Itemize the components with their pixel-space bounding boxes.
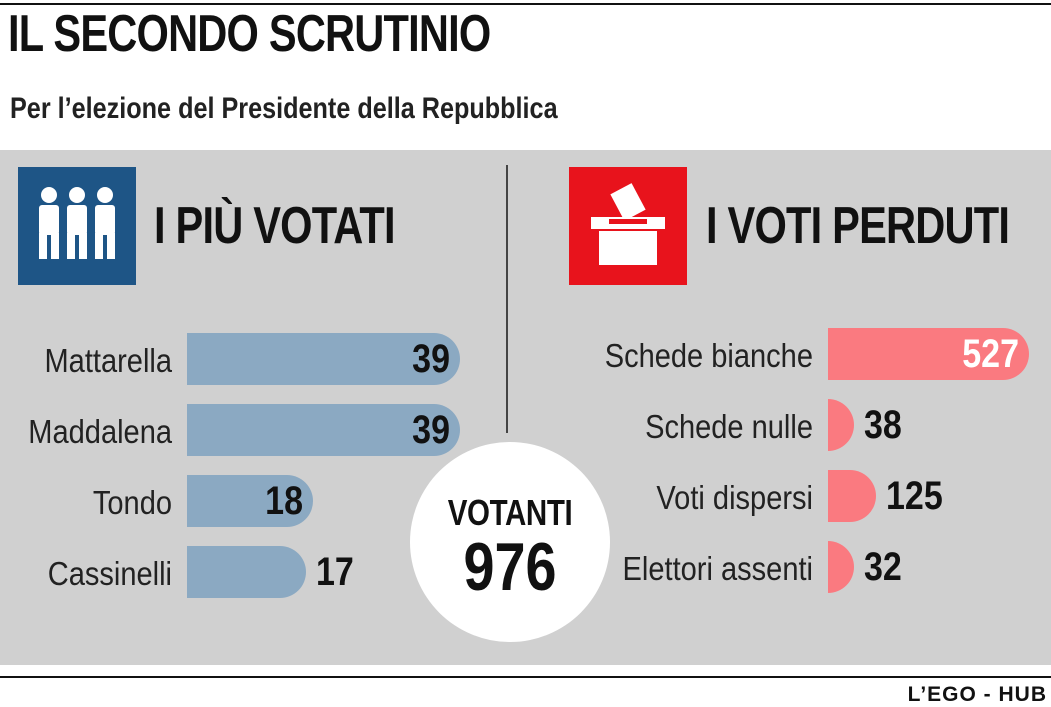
votanti-value: 976 — [463, 529, 557, 605]
bar-schede-bianche — [828, 328, 1029, 380]
page-subtitle: Per l’elezione del Presidente della Repu… — [10, 92, 558, 125]
bar-value-elettori-assenti: 32 — [864, 545, 902, 589]
bar-mattarella — [187, 333, 460, 385]
bar-label-cassinelli: Cassinelli — [47, 555, 172, 592]
bar-label-schede-bianche: Schede bianche — [604, 337, 813, 374]
panel-divider — [506, 165, 508, 433]
page-title: IL SECONDO SCRUTINIO — [8, 5, 491, 63]
bar-label-tondo: Tondo — [92, 484, 172, 521]
bar-value-schede-nulle: 38 — [864, 403, 902, 447]
section-title-lost-votes: I VOTI PERDUTI — [706, 197, 1010, 255]
bar-label-voti-dispersi: Voti dispersi — [656, 479, 813, 516]
source-credit: L’EGO - HUB — [907, 683, 1047, 706]
bar-label-maddalena: Maddalena — [28, 413, 172, 450]
bar-value-maddalena: 39 — [412, 408, 450, 452]
section-title-most-voted: I PIÙ VOTATI — [154, 197, 396, 255]
bar-value-schede-bianche: 527 — [962, 332, 1019, 376]
bar-label-mattarella: Mattarella — [44, 342, 173, 379]
bar-value-voti-dispersi: 125 — [885, 474, 943, 518]
bar-value-mattarella: 39 — [412, 337, 450, 381]
bottom-rule — [0, 676, 1051, 678]
top-rule — [0, 3, 1051, 5]
bar-label-schede-nulle: Schede nulle — [645, 408, 813, 445]
bar-value-cassinelli: 17 — [316, 550, 354, 594]
bar-tondo — [187, 475, 313, 527]
people-icon — [18, 167, 136, 285]
bar-label-elettori-assenti: Elettori assenti — [622, 550, 813, 587]
bar-value-tondo: 18 — [265, 479, 303, 523]
ballot-box-icon — [569, 167, 687, 285]
votanti-label: VOTANTI — [447, 492, 573, 533]
bar-voti-dispersi — [828, 470, 876, 522]
bar-maddalena — [187, 404, 460, 456]
votanti-badge: VOTANTI 976 — [410, 442, 610, 642]
bar-cassinelli — [187, 546, 306, 598]
